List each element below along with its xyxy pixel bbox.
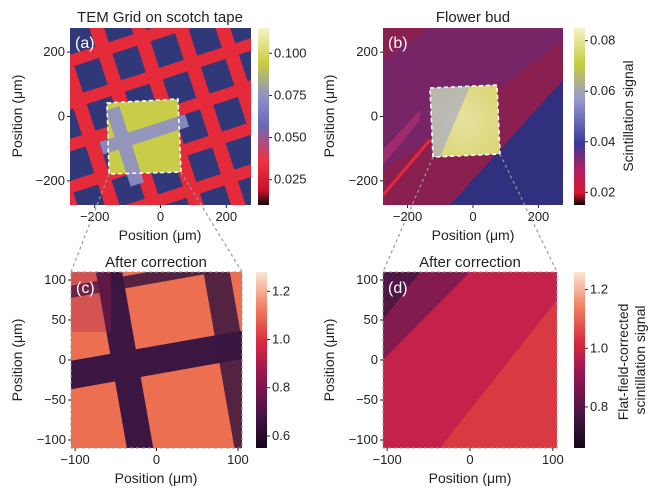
- ytick-label-d: −100: [349, 432, 378, 447]
- colorbar-a: [258, 28, 269, 205]
- colorbar-b: [574, 28, 585, 205]
- ytick-label-a: 0: [58, 109, 65, 124]
- colorbar-c: [256, 272, 267, 448]
- panel-d-xlabel: Position (μm): [429, 470, 512, 486]
- panel-c-xlabel: Position (μm): [115, 470, 198, 486]
- heatmap-a: [70, 28, 251, 205]
- ytick-label-c: −50: [44, 392, 66, 407]
- panel-a-label: (a): [75, 35, 95, 52]
- colorbar-d-label-line1: Flat-field-corrected: [615, 304, 631, 421]
- grid-bars-c: [71, 272, 242, 448]
- panel-d: After correction (d) −100 0 100 −100 −50 0 50 1…: [321, 254, 648, 486]
- ticks-b: −200 0 200 −200 0 200: [349, 44, 550, 224]
- ytick-label-c: 0: [59, 352, 66, 367]
- colorbar-tick-label-b: 0.08: [590, 33, 615, 48]
- colorbar-tick-label-d: 1.2: [590, 282, 608, 297]
- ticks-a: −200 0 200 −200 0 200: [36, 44, 237, 224]
- panel-d-label: (d): [388, 280, 408, 297]
- ticks-d: −100 0 100 −100 −50 0 50 100: [349, 272, 564, 467]
- ytick-label-d: 50: [364, 312, 378, 327]
- colorbar-tick-label-c: 0.8: [272, 380, 290, 395]
- colorbar-tick-label-a: 0.025: [274, 172, 307, 187]
- xtick-label-a: 200: [215, 209, 237, 224]
- xtick-label-d: 0: [466, 452, 473, 467]
- panel-d-ylabel: Position (μm): [321, 319, 337, 402]
- panel-c-title: After correction: [105, 254, 207, 271]
- colorbar-tick-label-a: 0.050: [274, 130, 307, 145]
- colorbar-b-ticks: 0.02 0.04 0.06 0.08: [585, 33, 615, 199]
- xtick-label-c: 0: [153, 452, 160, 467]
- panel-c: After correction (c) −100 0 100 −100 −50 0 50 1…: [9, 254, 290, 486]
- heatmap-b: [383, 28, 563, 205]
- panel-c-ylabel: Position (μm): [9, 319, 25, 402]
- ytick-label-a: −200: [36, 173, 65, 188]
- colorbar-tick-label-c: 1.0: [272, 332, 290, 347]
- colorbar-tick-label-a: 0.100: [274, 45, 307, 60]
- panel-b-xlabel: Position (μm): [432, 227, 515, 243]
- ytick-label-b: 200: [356, 44, 378, 59]
- ticks-c: −100 0 100 −100 −50 0 50 100: [37, 272, 249, 467]
- colorbar-a-ticks: 0.025 0.050 0.075 0.100: [269, 45, 307, 187]
- panel-b-title: Flower bud: [436, 9, 510, 26]
- colorbar-tick-label-c: 1.2: [272, 283, 290, 298]
- colorbar-tick-label-d: 1.0: [590, 340, 608, 355]
- roi-b: [429, 84, 501, 158]
- zoom-connectors: [70, 153, 558, 273]
- colorbar-tick-label-b: 0.04: [590, 134, 615, 149]
- xtick-label-b: −200: [393, 209, 422, 224]
- colorbar-tick-label-c: 0.6: [272, 428, 290, 443]
- colorbar-tick-label-d: 0.8: [590, 399, 608, 414]
- colorbar-d: [574, 272, 585, 448]
- xtick-label-c: 100: [227, 452, 249, 467]
- heatmap-d: [383, 272, 557, 448]
- colorbar-tick-label-b: 0.02: [590, 184, 615, 199]
- colorbar-tick-label-b: 0.06: [590, 83, 615, 98]
- ytick-label-c: −100: [37, 432, 66, 447]
- ytick-label-d: 0: [371, 352, 378, 367]
- colorbar-c-ticks: 0.6 0.8 1.0 1.2: [267, 283, 290, 443]
- xtick-label-d: 100: [542, 452, 564, 467]
- heatmap-c: [71, 272, 242, 448]
- xtick-label-a: 0: [157, 209, 164, 224]
- colorbar-d-label: Flat-field-corrected scintillation signa…: [615, 300, 648, 421]
- xtick-label-b: 200: [528, 209, 550, 224]
- panel-b-label: (b): [388, 35, 408, 52]
- ytick-label-a: 200: [43, 44, 65, 59]
- ytick-label-d: −50: [356, 392, 378, 407]
- xtick-label-d: −100: [372, 452, 401, 467]
- panel-a-xlabel: Position (μm): [119, 227, 202, 243]
- colorbar-d-ticks: 0.8 1.0 1.2: [585, 282, 608, 414]
- xtick-label-a: −200: [80, 209, 109, 224]
- ytick-label-b: −200: [349, 173, 378, 188]
- ytick-label-c: 50: [52, 312, 66, 327]
- panel-b: Flower bud (b) −200 0 200 −200 0 200 Position…: [321, 9, 636, 243]
- panel-a: TEM Grid on scotch tape: [9, 9, 307, 243]
- ytick-label-d: 100: [356, 272, 378, 287]
- colorbar-tick-label-a: 0.075: [274, 87, 307, 102]
- panel-b-ylabel: Position (μm): [321, 75, 337, 158]
- panel-c-label: (c): [76, 280, 95, 297]
- panel-a-ylabel: Position (μm): [9, 75, 25, 158]
- xtick-label-b: 0: [469, 209, 476, 224]
- ytick-label-c: 100: [44, 272, 66, 287]
- ytick-label-b: 0: [371, 109, 378, 124]
- colorbar-d-label-line2: scintillation signal: [632, 306, 648, 415]
- panel-a-title: TEM Grid on scotch tape: [77, 9, 243, 26]
- panel-d-title: After correction: [419, 254, 521, 271]
- xtick-label-c: −100: [60, 452, 89, 467]
- roi-a: [99, 98, 189, 187]
- colorbar-b-label: Scintillation signal: [620, 60, 636, 171]
